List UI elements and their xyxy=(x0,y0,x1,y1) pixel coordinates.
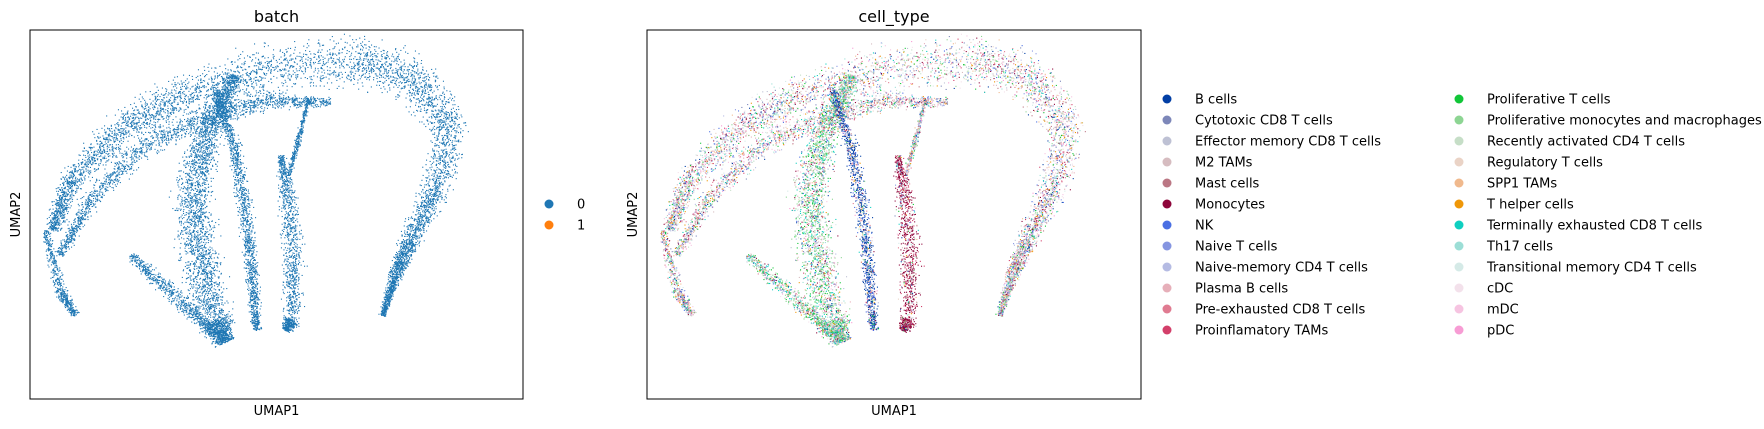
legend-cell-type: B cells Cytotoxic CD8 T cells Effector mem… xyxy=(1162,93,1762,339)
plot-frame-batch xyxy=(29,29,524,400)
legend-label: Mast cells xyxy=(1195,177,1260,192)
legend-item-t-helper-cells: T helper cells xyxy=(1454,198,1574,213)
legend-label: 1 xyxy=(577,219,585,234)
legend-item-plasma-b-cells: Plasma B cells xyxy=(1162,282,1288,297)
legend-marker xyxy=(1162,241,1172,251)
plot-frame-cell-type xyxy=(646,29,1142,400)
legend-marker xyxy=(544,199,554,209)
legend-item-th17-cells: Th17 cells xyxy=(1454,240,1553,255)
legend-label: Plasma B cells xyxy=(1195,282,1288,297)
legend-label: NK xyxy=(1195,219,1214,234)
legend-label: SPP1 TAMs xyxy=(1487,177,1557,192)
legend-label: Naive T cells xyxy=(1195,240,1278,255)
legend-marker xyxy=(1454,220,1464,230)
legend-marker xyxy=(1454,241,1464,251)
legend-item-1: 1 xyxy=(544,219,585,234)
legend-label: Proliferative T cells xyxy=(1487,93,1611,108)
legend-label: Proliferative monocytes and macrophages xyxy=(1487,114,1762,129)
chart-title-batch: batch xyxy=(254,7,299,26)
legend-label: Regulatory T cells xyxy=(1487,156,1603,171)
legend-label: Naive-memory CD4 T cells xyxy=(1195,261,1368,276)
legend-label: T helper cells xyxy=(1486,198,1574,213)
legend-marker xyxy=(1162,178,1172,188)
legend-item-cdc: cDC xyxy=(1454,282,1513,297)
legend-label: pDC xyxy=(1487,324,1514,339)
chart-title-cell-type: cell_type xyxy=(858,7,929,27)
legend-item-mdc: mDC xyxy=(1454,303,1519,318)
legend-marker xyxy=(1454,115,1464,125)
legend-item-pdc: pDC xyxy=(1454,324,1514,339)
legend-marker xyxy=(1162,199,1172,209)
legend-marker xyxy=(1454,262,1464,272)
legend-marker xyxy=(1454,178,1464,188)
legend-marker xyxy=(1454,94,1464,104)
legend-label: B cells xyxy=(1195,93,1237,108)
scatter-points-batch xyxy=(43,33,469,348)
legend-marker xyxy=(1162,136,1172,146)
legend-label: Proinflamatory TAMs xyxy=(1195,324,1329,339)
legend-marker xyxy=(1162,283,1172,293)
legend-label: Cytotoxic CD8 T cells xyxy=(1195,114,1333,129)
legend-item-proinflamatory-tams: Proinflamatory TAMs xyxy=(1162,324,1329,339)
legend-item-b-cells: B cells xyxy=(1162,93,1237,108)
scatter-points-cell-type xyxy=(660,33,1086,348)
panel-batch: batch UMAP1 UMAP2 01 xyxy=(9,7,585,419)
legend-item-effector-memory-cd8-t-cells: Effector memory CD8 T cells xyxy=(1162,135,1381,150)
legend-item-recently-activated-cd4-t-cells: Recently activated CD4 T cells xyxy=(1454,135,1685,150)
legend-marker xyxy=(1454,304,1464,314)
legend-marker xyxy=(1162,325,1172,335)
legend-label: M2 TAMs xyxy=(1195,156,1253,171)
legend-marker xyxy=(544,220,554,230)
legend-item-cytotoxic-cd8-t-cells: Cytotoxic CD8 T cells xyxy=(1162,114,1333,129)
legend-item-proliferative-monocytes-and-macrophages: Proliferative monocytes and macrophages xyxy=(1454,114,1762,129)
panel-cell-type: cell_type UMAP1 UMAP2 B cells Cytotoxic C… xyxy=(626,7,1762,419)
legend-item-transitional-memory-cd4-t-cells: Transitional memory CD4 T cells xyxy=(1454,261,1697,276)
legend-item-mast-cells: Mast cells xyxy=(1162,177,1260,192)
x-axis-label-cell-type: UMAP1 xyxy=(871,404,917,419)
legend-marker xyxy=(1454,199,1464,209)
legend-label: Transitional memory CD4 T cells xyxy=(1486,261,1697,276)
y-axis-label-cell-type: UMAP2 xyxy=(626,192,641,238)
legend-item-proliferative-t-cells: Proliferative T cells xyxy=(1454,93,1611,108)
legend-marker xyxy=(1162,115,1172,125)
legend-label: 0 xyxy=(577,198,585,213)
legend-marker xyxy=(1162,94,1172,104)
legend-item-naive-memory-cd4-t-cells: Naive-memory CD4 T cells xyxy=(1162,261,1368,276)
legend-item-monocytes: Monocytes xyxy=(1162,198,1265,213)
legend-item-nk: NK xyxy=(1162,219,1214,234)
legend-item-0: 0 xyxy=(544,198,585,213)
legend-marker xyxy=(1162,157,1172,167)
legend-marker xyxy=(1162,220,1172,230)
legend-item-regulatory-t-cells: Regulatory T cells xyxy=(1454,156,1603,171)
legend-batch: 01 xyxy=(544,198,585,234)
legend-label: Effector memory CD8 T cells xyxy=(1195,135,1381,150)
legend-item-naive-t-cells: Naive T cells xyxy=(1162,240,1278,255)
legend-marker xyxy=(1162,262,1172,272)
legend-label: Terminally exhausted CD8 T cells xyxy=(1486,219,1702,234)
legend-label: cDC xyxy=(1487,282,1513,297)
legend-label: Recently activated CD4 T cells xyxy=(1487,135,1685,150)
legend-item-m2-tams: M2 TAMs xyxy=(1162,156,1253,171)
legend-label: Pre-exhausted CD8 T cells xyxy=(1195,303,1365,318)
legend-label: Monocytes xyxy=(1195,198,1265,213)
legend-marker xyxy=(1454,157,1464,167)
legend-label: mDC xyxy=(1487,303,1519,318)
legend-item-pre-exhausted-cd8-t-cells: Pre-exhausted CD8 T cells xyxy=(1162,303,1365,318)
legend-marker xyxy=(1454,136,1464,146)
legend-item-spp1-tams: SPP1 TAMs xyxy=(1454,177,1557,192)
legend-item-terminally-exhausted-cd8-t-cells: Terminally exhausted CD8 T cells xyxy=(1454,219,1702,234)
x-axis-label-batch: UMAP1 xyxy=(254,404,300,419)
legend-marker xyxy=(1162,304,1172,314)
y-axis-label-batch: UMAP2 xyxy=(9,192,24,238)
legend-label: Th17 cells xyxy=(1486,240,1553,255)
legend-marker xyxy=(1454,325,1464,335)
legend-marker xyxy=(1454,283,1464,293)
